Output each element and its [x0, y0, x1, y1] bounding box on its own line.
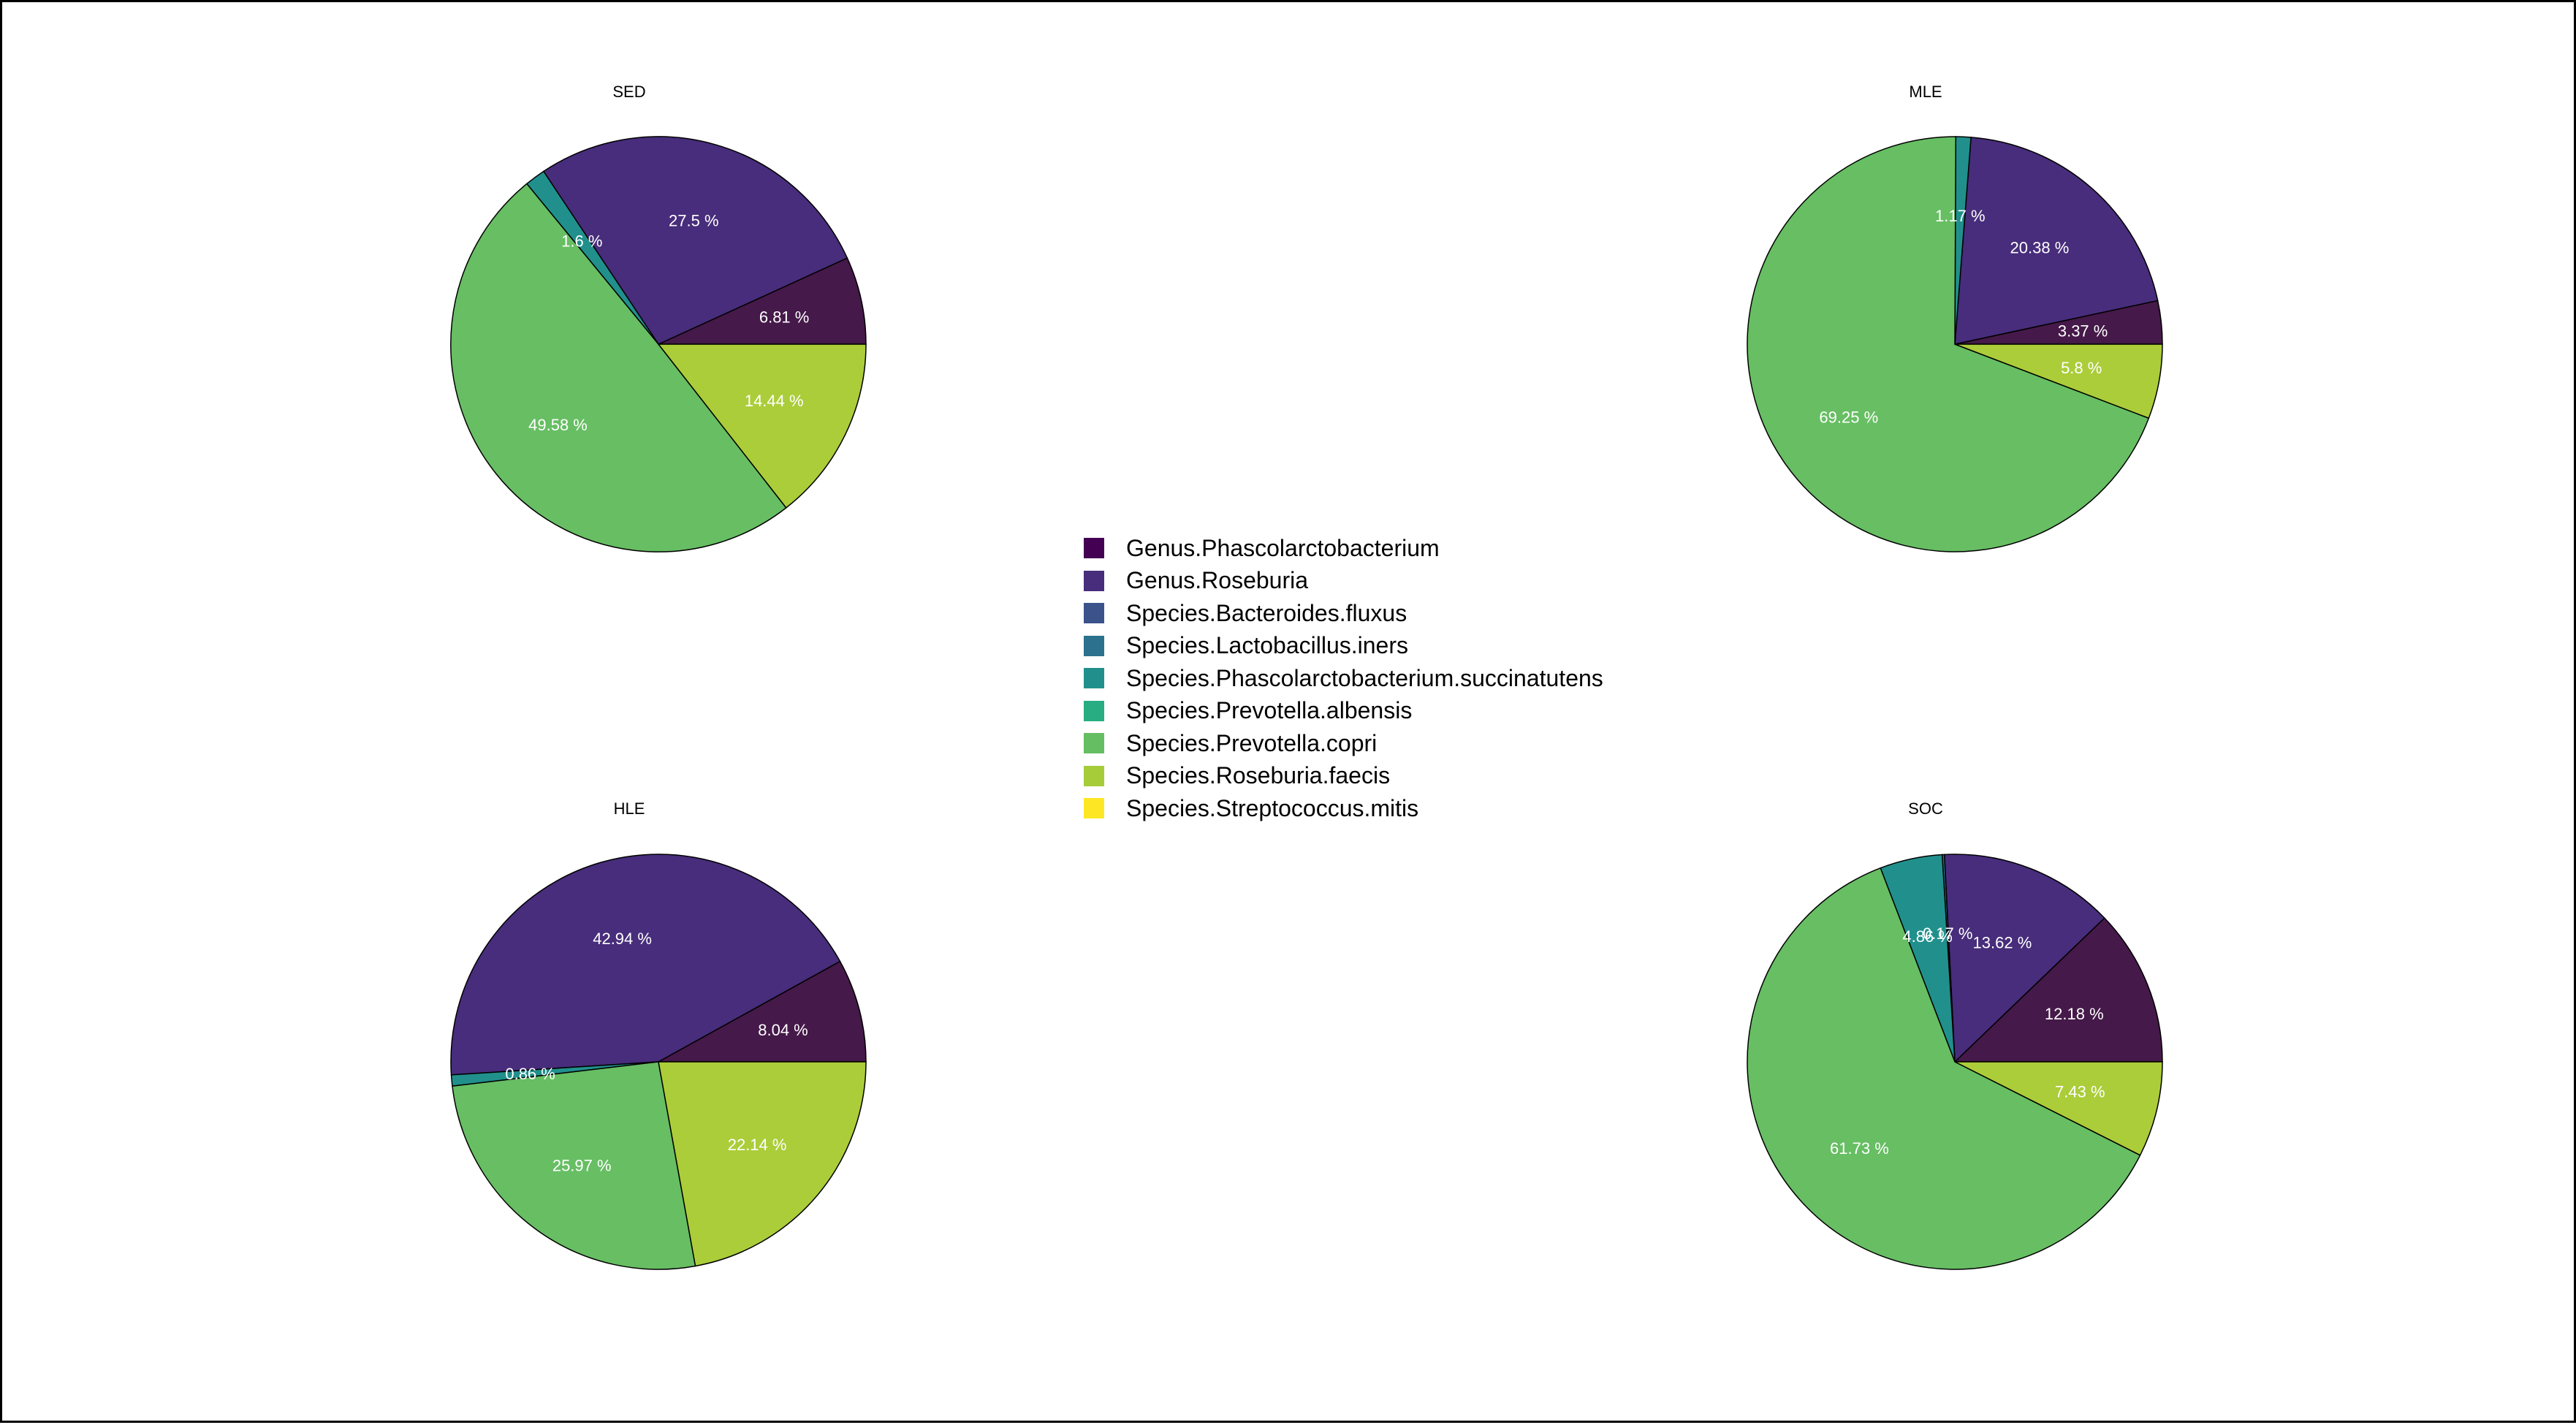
pie-slice-label: 1.6 %: [561, 232, 602, 250]
pie-slice-label: 0.86 %: [505, 1065, 555, 1083]
legend-swatch: [1084, 733, 1104, 754]
legend-entry: Species.Streptococcus.mitis: [1084, 792, 1741, 825]
legend-entry: Genus.Phascolarctobacterium: [1084, 532, 1741, 565]
pie-slice-label: 69.25 %: [1819, 408, 1878, 427]
pie-slice: [542, 136, 848, 345]
pie-slice-label: 5.8 %: [2061, 359, 2102, 377]
legend-label: Species.Phascolarctobacterium.succinatut…: [1126, 664, 1603, 691]
legend-entry: Species.Lactobacillus.iners: [1084, 630, 1741, 663]
pie-slice-label: 6.81 %: [759, 308, 810, 327]
legend-swatch: [1084, 570, 1104, 591]
legend-label: Species.Prevotella.copri: [1126, 729, 1378, 756]
pie-slice-label: 27.5 %: [669, 212, 719, 230]
pie-slice: [1747, 867, 2141, 1270]
pie-slice-label: 22.14 %: [728, 1136, 787, 1154]
pie-slice: [1954, 343, 2163, 419]
legend-label: Species.Roseburia.faecis: [1126, 762, 1391, 789]
pie-slice-label: 20.38 %: [2010, 239, 2070, 257]
legend: Genus.Phascolarctobacterium Genus.Rosebu…: [1084, 532, 1741, 825]
pie-mle: MLE 3.37 % 20.38 % 1.17 % 69.25 % 5.8 %: [1747, 83, 2163, 552]
pie-slice: [658, 1061, 867, 1267]
pie-slice: [657, 343, 867, 509]
pie-slice: [1943, 854, 2105, 1063]
pie-slice: [1747, 136, 2150, 552]
pie-slice: [658, 257, 867, 345]
legend-swatch: [1084, 538, 1104, 559]
pie-title: HLE: [614, 799, 645, 818]
pie-slice-label: 14.44 %: [745, 392, 804, 410]
pie-slice-label: 42.94 %: [593, 930, 652, 948]
pie-slice: [1954, 1061, 2163, 1156]
pie-slice-label: 12.18 %: [2045, 1005, 2104, 1023]
pie-slice: [1954, 137, 2159, 345]
legend-label: Species.Prevotella.albensis: [1126, 697, 1413, 724]
pie-slice-label: 61.73 %: [1830, 1139, 1889, 1158]
pie-slice: [1953, 917, 2163, 1063]
legend-swatch: [1084, 635, 1104, 656]
pie-title: MLE: [1909, 83, 1942, 101]
pie-slice: [452, 1061, 696, 1270]
pie-slice-label: 25.97 %: [552, 1157, 612, 1175]
pie-title: SED: [612, 83, 645, 101]
pie-slice: [450, 854, 841, 1076]
legend-entry: Genus.Roseburia: [1084, 565, 1741, 598]
legend-swatch: [1084, 798, 1104, 819]
pie-soc: SOC 12.18 % 13.62 %0.17 %4.86 % 61.73 % 7.43…: [1747, 799, 2163, 1270]
legend-label: Genus.Roseburia: [1126, 567, 1309, 594]
pie-slice: [656, 960, 867, 1063]
pie-sed: SED 6.81 % 27.5 % 1.6 % 49.58 % 14.44 %: [450, 83, 867, 552]
legend-label: Species.Lactobacillus.iners: [1126, 632, 1408, 659]
legend-swatch: [1084, 603, 1104, 624]
pie-slice-label: 49.58 %: [528, 416, 588, 434]
legend-label: Genus.Phascolarctobacterium: [1126, 534, 1440, 561]
pie-slice-label: 8.04 %: [758, 1021, 808, 1039]
pie-slice-label: 1.17 %: [1935, 207, 1986, 225]
legend-swatch: [1084, 765, 1104, 786]
pie-slice-label: 7.43 %: [2055, 1083, 2105, 1101]
pie-title: SOC: [1908, 799, 1943, 818]
legend-label: Species.Streptococcus.mitis: [1126, 794, 1419, 821]
legend-entry: Species.Prevotella.albensis: [1084, 695, 1741, 728]
pie-slice-label: 13.62 %: [1973, 933, 2032, 951]
legend-label: Species.Bacteroides.fluxus: [1126, 599, 1407, 626]
pie-slice: [450, 183, 787, 552]
pie-hle: HLE 8.04 % 42.94 % 0.86 % 25.97 % 22.14 %: [450, 799, 867, 1270]
pie-slice-label: 0.17 %: [1923, 924, 1973, 943]
legend-entry: Species.Bacteroides.fluxus: [1084, 597, 1741, 630]
pie-slice-label: 4.86 %: [1902, 927, 1953, 946]
legend-entry: Species.Prevotella.copri: [1084, 727, 1741, 760]
legend-swatch: [1084, 700, 1104, 721]
legend-entry: Species.Roseburia.faecis: [1084, 760, 1741, 793]
legend-entry: Species.Phascolarctobacterium.succinatut…: [1084, 662, 1741, 695]
pie-slice-label: 3.37 %: [2058, 322, 2108, 340]
legend-swatch: [1084, 668, 1104, 689]
